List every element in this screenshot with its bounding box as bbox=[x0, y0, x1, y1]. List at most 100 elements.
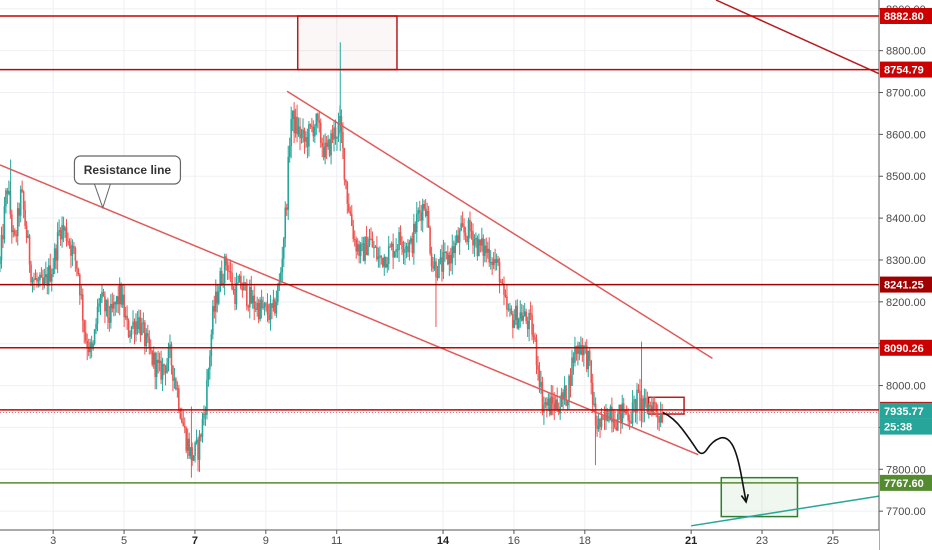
candle-body bbox=[194, 442, 196, 456]
candle-body bbox=[157, 359, 159, 363]
candle-body bbox=[322, 146, 325, 158]
candle-body bbox=[275, 301, 278, 314]
callout-pointer bbox=[93, 183, 111, 210]
candle-body bbox=[127, 320, 130, 337]
candle-body bbox=[73, 245, 75, 248]
level-price-tag: 8090.26 bbox=[884, 343, 924, 355]
candle-body bbox=[113, 302, 115, 309]
candle-body bbox=[18, 208, 21, 216]
candle-body bbox=[649, 405, 652, 407]
candle-body bbox=[359, 244, 362, 256]
candle-body bbox=[648, 405, 650, 413]
candle-body bbox=[460, 223, 462, 231]
candle-body bbox=[36, 278, 38, 282]
candle-body bbox=[531, 314, 533, 335]
candle-body bbox=[430, 253, 433, 267]
candle-body bbox=[269, 303, 272, 320]
candle-body bbox=[220, 270, 223, 285]
price-axis[interactable]: 7700.007800.007900.008000.008100.008200.… bbox=[878, 0, 932, 550]
candle-body bbox=[172, 365, 174, 381]
candle-body bbox=[442, 251, 445, 272]
candle-body bbox=[609, 406, 612, 421]
countdown-tag-bg bbox=[880, 418, 932, 435]
candle-body bbox=[432, 266, 434, 269]
candle-body bbox=[192, 455, 195, 461]
trendline bbox=[0, 164, 699, 456]
y-tick-label: 8500.00 bbox=[886, 171, 926, 183]
candle-body bbox=[209, 356, 211, 370]
candle-body bbox=[656, 412, 659, 418]
candle-body bbox=[334, 127, 337, 139]
candle-body bbox=[386, 264, 389, 268]
candle-body bbox=[599, 418, 601, 428]
candle-body bbox=[27, 235, 29, 238]
candle-body bbox=[132, 321, 134, 327]
candle-body bbox=[278, 280, 281, 286]
candle-body bbox=[337, 122, 340, 137]
candle-body bbox=[495, 259, 498, 263]
candle-body bbox=[364, 236, 366, 261]
candle-body bbox=[591, 382, 594, 405]
candle-body bbox=[463, 226, 465, 233]
y-tick-label: 8800.00 bbox=[886, 46, 926, 58]
candle-body bbox=[553, 403, 556, 410]
trendlines bbox=[0, 0, 880, 527]
candle-body bbox=[611, 406, 613, 423]
candle-body bbox=[170, 344, 173, 366]
candle-body bbox=[45, 274, 47, 278]
candle-body bbox=[110, 303, 112, 323]
y-tick-label: 8700.00 bbox=[886, 88, 926, 100]
candle-body bbox=[311, 125, 313, 127]
candle-body bbox=[225, 256, 227, 266]
candle-body bbox=[454, 242, 457, 254]
candle-body bbox=[219, 270, 222, 292]
candle-body bbox=[59, 230, 62, 240]
candle-body bbox=[608, 420, 610, 422]
candle-body bbox=[81, 294, 84, 321]
candle-body bbox=[466, 236, 468, 243]
candle-body bbox=[114, 302, 117, 305]
candle-body bbox=[319, 122, 322, 143]
level-price-tag-bg bbox=[880, 474, 932, 491]
candle-body bbox=[578, 345, 581, 354]
candle-body bbox=[525, 311, 527, 322]
candle-body bbox=[566, 401, 569, 406]
candle-body bbox=[622, 403, 625, 414]
level-price-tag: 8241.25 bbox=[884, 280, 924, 292]
candle-body bbox=[144, 322, 146, 347]
candle-body bbox=[630, 421, 632, 424]
candle-body bbox=[61, 224, 63, 240]
candle-body bbox=[25, 225, 28, 238]
candle-body bbox=[163, 363, 165, 367]
candle-body bbox=[569, 375, 572, 386]
candle-body bbox=[142, 322, 145, 324]
candle-body bbox=[238, 275, 241, 283]
candle-body bbox=[84, 332, 87, 341]
candle-body bbox=[361, 243, 363, 245]
candle-body bbox=[584, 345, 587, 347]
candle-body bbox=[173, 378, 176, 381]
candle-body bbox=[355, 239, 357, 252]
candle-body bbox=[268, 314, 270, 320]
time-axis[interactable]: 3 5 7 9 11 14 16 18 21 23 25 bbox=[0, 529, 879, 550]
candle-body bbox=[185, 428, 188, 451]
candle-body bbox=[121, 294, 124, 305]
x-tick-label: 16 bbox=[508, 535, 520, 547]
candle-body bbox=[534, 337, 536, 340]
candle-body bbox=[605, 408, 607, 421]
candle-body bbox=[158, 360, 161, 363]
candle-body bbox=[281, 258, 284, 273]
candle-body bbox=[240, 275, 242, 289]
candle-body bbox=[621, 403, 624, 423]
candle-body bbox=[324, 142, 326, 158]
candle-body bbox=[161, 363, 164, 380]
candle-body bbox=[382, 257, 384, 267]
candle-body bbox=[183, 425, 186, 429]
candle-body bbox=[358, 244, 360, 256]
candle-body bbox=[543, 404, 545, 413]
candle-body bbox=[652, 401, 655, 413]
candle-body bbox=[198, 434, 201, 460]
candle-body bbox=[627, 413, 629, 421]
candle-body bbox=[312, 126, 315, 137]
